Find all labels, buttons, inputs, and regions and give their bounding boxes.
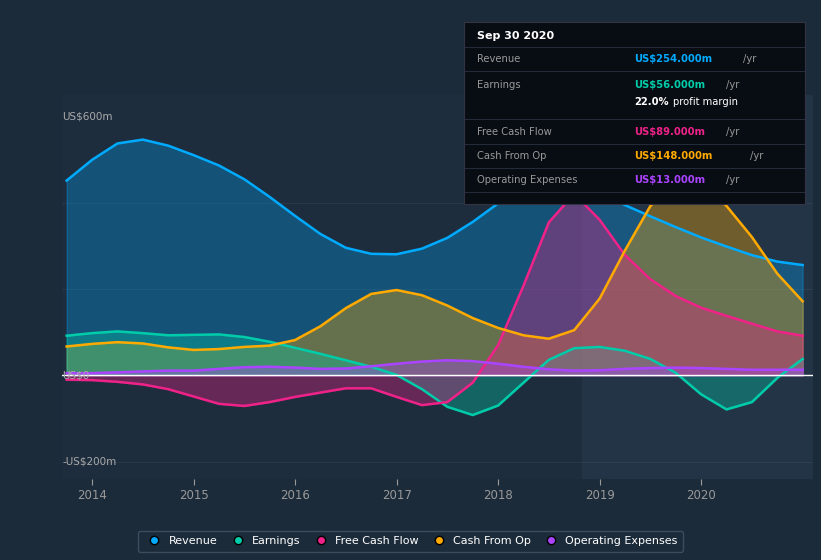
Text: 22.0%: 22.0% — [635, 97, 669, 108]
Text: US$600m: US$600m — [62, 112, 113, 122]
Text: Free Cash Flow: Free Cash Flow — [478, 127, 553, 137]
Text: US$0: US$0 — [62, 370, 89, 380]
Text: US$89.000m: US$89.000m — [635, 127, 705, 137]
Text: /yr: /yr — [727, 127, 740, 137]
Bar — [582, 95, 813, 479]
Text: US$254.000m: US$254.000m — [635, 54, 713, 64]
Text: Sep 30 2020: Sep 30 2020 — [478, 31, 555, 41]
Text: Revenue: Revenue — [478, 54, 521, 64]
Text: Earnings: Earnings — [478, 81, 521, 91]
Text: US$13.000m: US$13.000m — [635, 175, 705, 185]
Text: /yr: /yr — [750, 151, 764, 161]
Text: profit margin: profit margin — [673, 97, 738, 108]
Text: US$148.000m: US$148.000m — [635, 151, 713, 161]
Text: /yr: /yr — [727, 175, 740, 185]
Text: Cash From Op: Cash From Op — [478, 151, 547, 161]
Text: US$56.000m: US$56.000m — [635, 81, 705, 91]
Text: Operating Expenses: Operating Expenses — [478, 175, 578, 185]
Text: /yr: /yr — [743, 54, 757, 64]
Text: -US$200m: -US$200m — [62, 456, 117, 466]
Legend: Revenue, Earnings, Free Cash Flow, Cash From Op, Operating Expenses: Revenue, Earnings, Free Cash Flow, Cash … — [138, 530, 683, 552]
Text: /yr: /yr — [727, 81, 740, 91]
